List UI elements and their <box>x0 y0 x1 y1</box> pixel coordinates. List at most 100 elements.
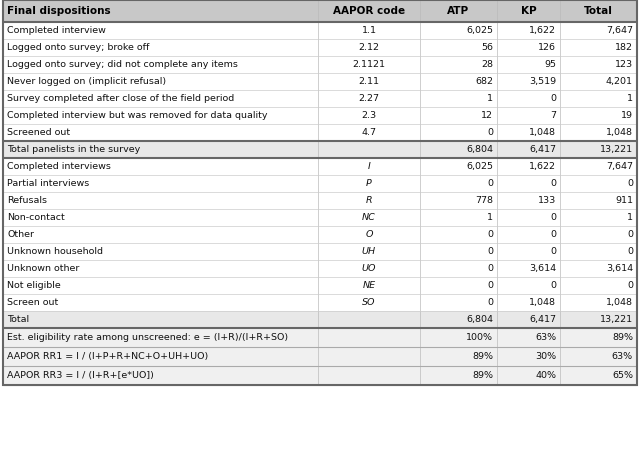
Text: AAPOR code: AAPOR code <box>333 6 405 16</box>
Text: 0: 0 <box>487 128 493 137</box>
Text: UO: UO <box>362 264 376 273</box>
Text: 7,647: 7,647 <box>606 26 633 35</box>
Text: 3,614: 3,614 <box>606 264 633 273</box>
Text: AAPOR RR1 = I / (I+P+R+NC+O+UH+UO): AAPOR RR1 = I / (I+P+R+NC+O+UH+UO) <box>7 352 208 361</box>
Text: 4.7: 4.7 <box>362 128 376 137</box>
Text: 1: 1 <box>487 94 493 103</box>
Bar <box>3 39 637 56</box>
Bar <box>3 90 637 107</box>
Text: 3,519: 3,519 <box>529 77 556 86</box>
Bar <box>3 0 637 22</box>
Text: 0: 0 <box>550 179 556 188</box>
Text: 63%: 63% <box>535 333 556 342</box>
Bar <box>3 328 637 347</box>
Text: NC: NC <box>362 213 376 222</box>
Text: Never logged on (implicit refusal): Never logged on (implicit refusal) <box>7 77 166 86</box>
Text: SO: SO <box>362 298 376 307</box>
Text: Completed interview but was removed for data quality: Completed interview but was removed for … <box>7 111 268 120</box>
Text: 13,221: 13,221 <box>600 315 633 324</box>
Text: 133: 133 <box>538 196 556 205</box>
Text: 0: 0 <box>487 298 493 307</box>
Text: KP: KP <box>521 6 536 16</box>
Text: 0: 0 <box>550 247 556 256</box>
Bar <box>3 260 637 277</box>
Bar <box>3 175 637 192</box>
Text: 2.11: 2.11 <box>358 77 380 86</box>
Text: 3,614: 3,614 <box>529 264 556 273</box>
Text: 13,221: 13,221 <box>600 145 633 154</box>
Bar <box>3 124 637 141</box>
Text: 0: 0 <box>550 213 556 222</box>
Text: 6,804: 6,804 <box>466 145 493 154</box>
Text: 1,622: 1,622 <box>529 26 556 35</box>
Text: 0: 0 <box>627 247 633 256</box>
Text: Est. eligibility rate among unscreened: e = (I+R)/(I+R+SO): Est. eligibility rate among unscreened: … <box>7 333 288 342</box>
Text: 2.27: 2.27 <box>358 94 380 103</box>
Text: 1,048: 1,048 <box>606 128 633 137</box>
Text: 2.1121: 2.1121 <box>353 60 385 69</box>
Text: 6,025: 6,025 <box>466 162 493 171</box>
Bar <box>3 158 637 175</box>
Text: 1: 1 <box>487 213 493 222</box>
Text: Total: Total <box>584 6 613 16</box>
Text: 0: 0 <box>550 94 556 103</box>
Text: 6,417: 6,417 <box>529 145 556 154</box>
Bar <box>3 22 637 39</box>
Text: Final dispositions: Final dispositions <box>7 6 111 16</box>
Text: 126: 126 <box>538 43 556 52</box>
Text: 0: 0 <box>550 230 556 239</box>
Bar <box>3 56 637 73</box>
Text: 0: 0 <box>627 179 633 188</box>
Text: 0: 0 <box>550 281 556 290</box>
Text: 682: 682 <box>475 77 493 86</box>
Text: 0: 0 <box>487 230 493 239</box>
Text: 6,417: 6,417 <box>529 315 556 324</box>
Text: 0: 0 <box>627 281 633 290</box>
Text: Unknown other: Unknown other <box>7 264 79 273</box>
Text: 1: 1 <box>627 94 633 103</box>
Text: 182: 182 <box>615 43 633 52</box>
Text: 1,048: 1,048 <box>606 298 633 307</box>
Text: Screened out: Screened out <box>7 128 70 137</box>
Text: 1,048: 1,048 <box>529 128 556 137</box>
Bar <box>3 347 637 366</box>
Text: I: I <box>367 162 371 171</box>
Bar <box>3 294 637 311</box>
Text: NE: NE <box>362 281 376 290</box>
Text: Refusals: Refusals <box>7 196 47 205</box>
Text: 0: 0 <box>487 264 493 273</box>
Bar <box>3 366 637 385</box>
Text: Other: Other <box>7 230 34 239</box>
Text: 1,048: 1,048 <box>529 298 556 307</box>
Text: 100%: 100% <box>466 333 493 342</box>
Bar <box>3 226 637 243</box>
Text: 1,622: 1,622 <box>529 162 556 171</box>
Text: Completed interview: Completed interview <box>7 26 106 35</box>
Text: 2.3: 2.3 <box>362 111 376 120</box>
Text: Total: Total <box>7 315 29 324</box>
Text: Logged onto survey; did not complete any items: Logged onto survey; did not complete any… <box>7 60 238 69</box>
Bar <box>3 141 637 158</box>
Bar <box>3 209 637 226</box>
Text: 7,647: 7,647 <box>606 162 633 171</box>
Text: 89%: 89% <box>612 333 633 342</box>
Text: 89%: 89% <box>472 371 493 380</box>
Text: Partial interviews: Partial interviews <box>7 179 89 188</box>
Bar <box>3 107 637 124</box>
Text: 30%: 30% <box>535 352 556 361</box>
Bar <box>3 73 637 90</box>
Text: 2.12: 2.12 <box>358 43 380 52</box>
Text: Screen out: Screen out <box>7 298 58 307</box>
Text: O: O <box>365 230 372 239</box>
Text: 12: 12 <box>481 111 493 120</box>
Text: Survey completed after close of the field period: Survey completed after close of the fiel… <box>7 94 234 103</box>
Text: 7: 7 <box>550 111 556 120</box>
Text: Not eligible: Not eligible <box>7 281 61 290</box>
Bar <box>3 192 637 209</box>
Text: 778: 778 <box>475 196 493 205</box>
Bar <box>3 0 637 385</box>
Text: 0: 0 <box>627 230 633 239</box>
Text: Completed interviews: Completed interviews <box>7 162 111 171</box>
Text: P: P <box>366 179 372 188</box>
Text: 1.1: 1.1 <box>362 26 376 35</box>
